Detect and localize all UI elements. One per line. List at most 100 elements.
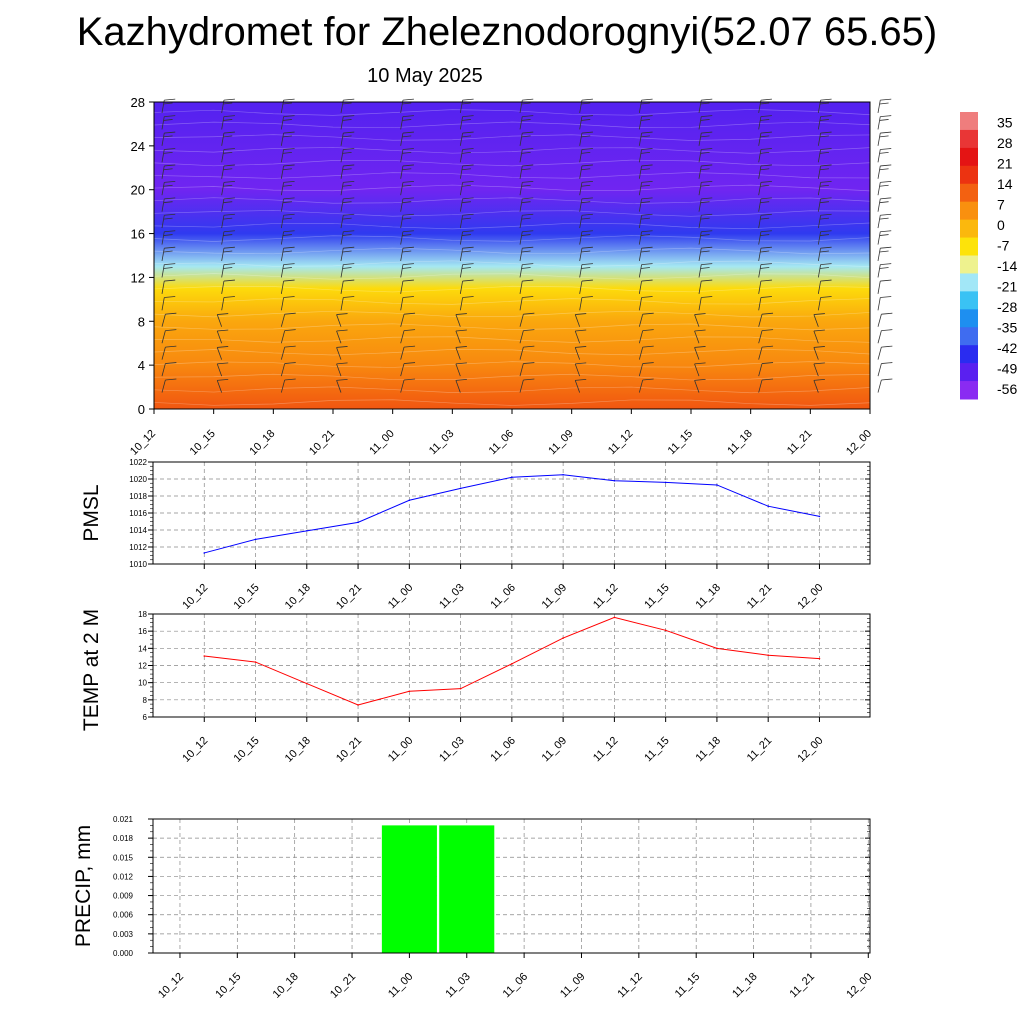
wind-barb-flag	[282, 201, 292, 204]
wind-barb	[638, 363, 644, 377]
wind-barb-flag	[402, 234, 412, 236]
wind-barb-flag	[223, 98, 235, 101]
plot-frame	[152, 818, 871, 954]
wind-barb-flag	[342, 184, 352, 187]
x-tick-label: 11_15	[642, 582, 672, 612]
data-point	[357, 521, 359, 524]
wind-barb	[758, 379, 763, 393]
wind-barb-flag	[402, 180, 414, 183]
wind-barb-flag	[283, 148, 295, 150]
wind-barb	[280, 281, 284, 294]
colorbar-label: 7	[997, 196, 1005, 212]
wind-barb	[455, 380, 461, 393]
contour-line	[153, 210, 871, 217]
wind-barb	[400, 379, 405, 393]
wind-barb-flag	[581, 102, 591, 105]
x-tick-label: 11_09	[540, 735, 570, 765]
wind-barb-flag	[461, 151, 471, 154]
data-point	[408, 690, 411, 693]
wind-barb	[817, 264, 821, 278]
wind-barb	[216, 314, 223, 327]
wind-barb-flag	[402, 102, 412, 105]
colorbar: 35 28 21 14 7 0 -7 -14 -21 -28 -35 -42 -49 -56	[960, 112, 1017, 400]
contour-line	[153, 310, 871, 318]
wind-barb	[694, 347, 700, 360]
wind-barb	[579, 231, 583, 245]
wind-barb-flag	[820, 263, 832, 266]
wind-barb-flag	[164, 131, 176, 134]
wind-barb-flag	[879, 168, 889, 171]
colorbar-swatch	[960, 381, 978, 400]
wind-barb-flag	[700, 151, 710, 154]
wind-barb	[877, 100, 881, 114]
wind-barb	[280, 330, 286, 344]
contour-line	[153, 273, 871, 280]
wind-barb	[877, 281, 881, 294]
wind-barb-flag	[163, 102, 173, 105]
wind-barb	[574, 363, 581, 377]
wind-barb-flag	[462, 263, 474, 266]
wind-barb-flag	[700, 135, 710, 138]
wind-barb-flag	[819, 168, 829, 171]
wind-barb-flag	[641, 180, 653, 183]
wind-barb-flag	[164, 164, 176, 167]
wind-barb-flag	[880, 263, 892, 266]
x-tick-label: 11_00	[386, 735, 416, 765]
wind-barb-flag	[223, 250, 233, 253]
wind-barb-flag	[581, 201, 591, 204]
wind-barb	[336, 314, 342, 327]
wind-barb-flag	[641, 296, 653, 298]
wind-barb-flag	[522, 164, 534, 167]
colorbar-label: 0	[997, 217, 1005, 233]
y-tick-label: 1016	[129, 509, 147, 518]
wind-barb-flag	[880, 296, 892, 298]
wind-barb-flag	[223, 197, 235, 200]
wind-barb-flag	[164, 263, 176, 266]
wind-barb-flag	[461, 119, 471, 121]
wind-barb-flag	[461, 217, 471, 220]
wind-barb	[455, 347, 461, 360]
data-point	[818, 657, 821, 660]
wind-barb-flag	[402, 213, 414, 216]
wind-barb-flag	[223, 115, 235, 118]
wind-barb-flag	[283, 230, 295, 233]
wind-barb-flag	[343, 213, 355, 216]
wind-barb-flag	[700, 168, 710, 171]
x-tick-label: 11_03	[427, 428, 457, 458]
wind-barb	[221, 149, 225, 163]
wind-barb	[221, 165, 225, 179]
wind-barb	[579, 149, 583, 163]
wind-barb	[161, 281, 165, 294]
wind-barb-flag	[879, 151, 889, 154]
wind-barb	[758, 264, 762, 278]
wind-barb-flag	[522, 197, 534, 200]
wind-barb-flag	[343, 148, 355, 150]
y-tick-label: 0.000	[113, 949, 134, 958]
wind-barb-flag	[336, 346, 348, 348]
x-tick-label: 11_03	[437, 582, 467, 612]
data-point	[716, 647, 718, 650]
wind-barb-flag	[521, 135, 531, 138]
x-tick-label: 11_21	[787, 971, 817, 1001]
wind-barb-flag	[820, 131, 832, 134]
data-point	[254, 661, 257, 663]
wind-barb-flag	[700, 102, 710, 105]
wind-barb-flag	[820, 230, 832, 233]
wind-barb	[758, 149, 762, 163]
wind-barb	[579, 215, 583, 229]
wind-barb	[459, 281, 463, 294]
wind-barb-flag	[342, 234, 352, 236]
y-tick-label: 12	[131, 270, 145, 285]
wind-barb-flag	[641, 230, 653, 233]
wind-barb-flag	[813, 329, 825, 332]
wind-barb-flag	[164, 213, 176, 216]
wind-barb-flag	[223, 267, 233, 269]
wind-barb-flag	[760, 151, 770, 154]
wind-barb-flag	[462, 148, 474, 150]
wind-barb-flag	[522, 115, 534, 118]
wind-barb-flag	[640, 119, 650, 121]
wind-barb-flag	[343, 164, 355, 167]
x-tick-label: 10_15	[232, 582, 262, 612]
wind-barb-flag	[694, 346, 706, 348]
x-tick-label: 10_12	[128, 428, 158, 458]
